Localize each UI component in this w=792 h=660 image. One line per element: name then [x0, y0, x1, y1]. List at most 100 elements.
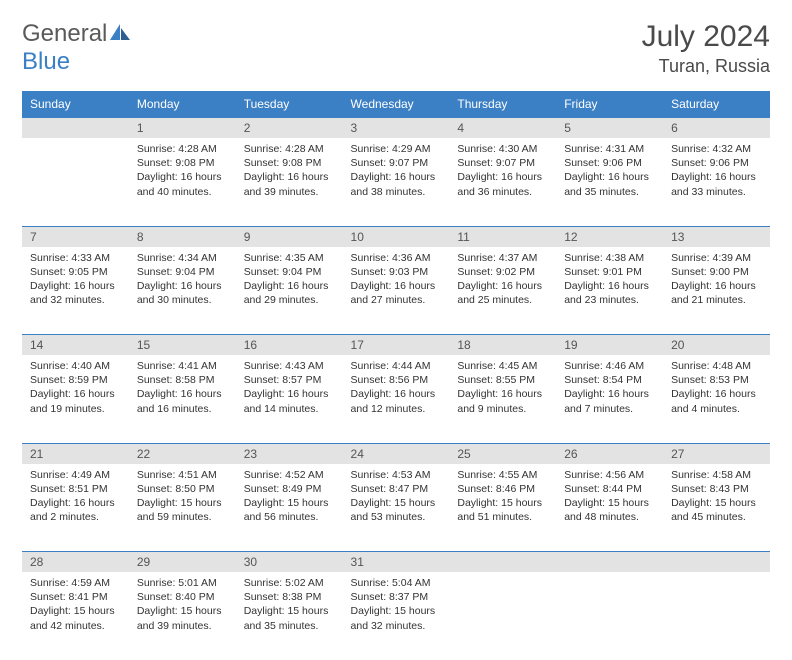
- day-number-cell: 31: [343, 552, 450, 573]
- sunset-text: Sunset: 8:49 PM: [244, 482, 335, 496]
- daylight-text: Daylight: 16 hours and 39 minutes.: [244, 170, 335, 198]
- sunset-text: Sunset: 8:38 PM: [244, 590, 335, 604]
- day-content-cell: [449, 572, 556, 660]
- day-number-cell: 24: [343, 443, 450, 464]
- sunrise-text: Sunrise: 4:32 AM: [671, 142, 762, 156]
- day-content-cell: Sunrise: 4:59 AMSunset: 8:41 PMDaylight:…: [22, 572, 129, 660]
- daylight-text: Daylight: 16 hours and 38 minutes.: [351, 170, 442, 198]
- sunset-text: Sunset: 8:56 PM: [351, 373, 442, 387]
- sunset-text: Sunset: 8:57 PM: [244, 373, 335, 387]
- day-number-cell: 6: [663, 118, 770, 139]
- daylight-text: Daylight: 16 hours and 32 minutes.: [30, 279, 121, 307]
- sunrise-text: Sunrise: 4:51 AM: [137, 468, 228, 482]
- day-content-cell: Sunrise: 4:37 AMSunset: 9:02 PMDaylight:…: [449, 247, 556, 335]
- sunset-text: Sunset: 8:43 PM: [671, 482, 762, 496]
- daylight-text: Daylight: 16 hours and 9 minutes.: [457, 387, 548, 415]
- sunrise-text: Sunrise: 4:44 AM: [351, 359, 442, 373]
- day-content-cell: Sunrise: 4:43 AMSunset: 8:57 PMDaylight:…: [236, 355, 343, 443]
- day-content-cell: [556, 572, 663, 660]
- sunset-text: Sunset: 8:53 PM: [671, 373, 762, 387]
- daylight-text: Daylight: 16 hours and 35 minutes.: [564, 170, 655, 198]
- sunrise-text: Sunrise: 4:46 AM: [564, 359, 655, 373]
- day-content-cell: Sunrise: 4:40 AMSunset: 8:59 PMDaylight:…: [22, 355, 129, 443]
- daylight-text: Daylight: 16 hours and 25 minutes.: [457, 279, 548, 307]
- day-number-cell: 16: [236, 335, 343, 356]
- sunset-text: Sunset: 8:50 PM: [137, 482, 228, 496]
- sunset-text: Sunset: 8:51 PM: [30, 482, 121, 496]
- day-content-cell: Sunrise: 4:35 AMSunset: 9:04 PMDaylight:…: [236, 247, 343, 335]
- day-number-row: 28293031: [22, 552, 770, 573]
- day-content-cell: Sunrise: 5:02 AMSunset: 8:38 PMDaylight:…: [236, 572, 343, 660]
- sunset-text: Sunset: 9:06 PM: [564, 156, 655, 170]
- daylight-text: Daylight: 15 hours and 53 minutes.: [351, 496, 442, 524]
- day-content-cell: Sunrise: 4:28 AMSunset: 9:08 PMDaylight:…: [129, 138, 236, 226]
- sunrise-text: Sunrise: 4:53 AM: [351, 468, 442, 482]
- sunrise-text: Sunrise: 4:49 AM: [30, 468, 121, 482]
- day-number-cell: 3: [343, 118, 450, 139]
- daylight-text: Daylight: 15 hours and 39 minutes.: [137, 604, 228, 632]
- sunset-text: Sunset: 9:03 PM: [351, 265, 442, 279]
- sunrise-text: Sunrise: 4:55 AM: [457, 468, 548, 482]
- sunrise-text: Sunrise: 4:43 AM: [244, 359, 335, 373]
- daylight-text: Daylight: 16 hours and 27 minutes.: [351, 279, 442, 307]
- day-content-row: Sunrise: 4:28 AMSunset: 9:08 PMDaylight:…: [22, 138, 770, 226]
- day-content-cell: Sunrise: 4:41 AMSunset: 8:58 PMDaylight:…: [129, 355, 236, 443]
- daylight-text: Daylight: 16 hours and 12 minutes.: [351, 387, 442, 415]
- sunrise-text: Sunrise: 4:52 AM: [244, 468, 335, 482]
- day-number-cell: 5: [556, 118, 663, 139]
- sunset-text: Sunset: 9:00 PM: [671, 265, 762, 279]
- day-content-cell: Sunrise: 4:38 AMSunset: 9:01 PMDaylight:…: [556, 247, 663, 335]
- day-content-cell: Sunrise: 4:58 AMSunset: 8:43 PMDaylight:…: [663, 464, 770, 552]
- day-content-cell: Sunrise: 5:04 AMSunset: 8:37 PMDaylight:…: [343, 572, 450, 660]
- sunrise-text: Sunrise: 4:28 AM: [244, 142, 335, 156]
- day-content-cell: Sunrise: 4:49 AMSunset: 8:51 PMDaylight:…: [22, 464, 129, 552]
- sunrise-text: Sunrise: 4:59 AM: [30, 576, 121, 590]
- day-content-cell: Sunrise: 4:56 AMSunset: 8:44 PMDaylight:…: [556, 464, 663, 552]
- day-number-cell: 19: [556, 335, 663, 356]
- daylight-text: Daylight: 15 hours and 56 minutes.: [244, 496, 335, 524]
- day-number-cell: 13: [663, 226, 770, 247]
- day-content-cell: Sunrise: 4:52 AMSunset: 8:49 PMDaylight:…: [236, 464, 343, 552]
- day-number-cell: 26: [556, 443, 663, 464]
- daylight-text: Daylight: 16 hours and 40 minutes.: [137, 170, 228, 198]
- daylight-text: Daylight: 16 hours and 23 minutes.: [564, 279, 655, 307]
- day-content-row: Sunrise: 4:49 AMSunset: 8:51 PMDaylight:…: [22, 464, 770, 552]
- day-number-row: 123456: [22, 118, 770, 139]
- day-number-cell: 22: [129, 443, 236, 464]
- weekday-header: Monday: [129, 91, 236, 118]
- sunrise-text: Sunrise: 4:36 AM: [351, 251, 442, 265]
- sunset-text: Sunset: 8:55 PM: [457, 373, 548, 387]
- day-number-cell: 21: [22, 443, 129, 464]
- day-content-cell: Sunrise: 4:32 AMSunset: 9:06 PMDaylight:…: [663, 138, 770, 226]
- day-number-cell: 30: [236, 552, 343, 573]
- sunrise-text: Sunrise: 4:31 AM: [564, 142, 655, 156]
- day-number-cell: 10: [343, 226, 450, 247]
- location: Turan, Russia: [642, 56, 770, 77]
- day-content-cell: Sunrise: 4:46 AMSunset: 8:54 PMDaylight:…: [556, 355, 663, 443]
- daylight-text: Daylight: 16 hours and 30 minutes.: [137, 279, 228, 307]
- sunrise-text: Sunrise: 4:58 AM: [671, 468, 762, 482]
- daylight-text: Daylight: 16 hours and 2 minutes.: [30, 496, 121, 524]
- sunset-text: Sunset: 9:07 PM: [351, 156, 442, 170]
- day-number-cell: 1: [129, 118, 236, 139]
- sunset-text: Sunset: 8:44 PM: [564, 482, 655, 496]
- daylight-text: Daylight: 16 hours and 7 minutes.: [564, 387, 655, 415]
- sunset-text: Sunset: 8:59 PM: [30, 373, 121, 387]
- day-number-cell: 23: [236, 443, 343, 464]
- day-content-cell: Sunrise: 4:33 AMSunset: 9:05 PMDaylight:…: [22, 247, 129, 335]
- sunrise-text: Sunrise: 4:37 AM: [457, 251, 548, 265]
- day-number-cell: 17: [343, 335, 450, 356]
- day-number-cell: 14: [22, 335, 129, 356]
- daylight-text: Daylight: 16 hours and 14 minutes.: [244, 387, 335, 415]
- sunrise-text: Sunrise: 5:04 AM: [351, 576, 442, 590]
- day-content-cell: Sunrise: 4:44 AMSunset: 8:56 PMDaylight:…: [343, 355, 450, 443]
- sunset-text: Sunset: 8:37 PM: [351, 590, 442, 604]
- day-number-cell: 4: [449, 118, 556, 139]
- day-number-row: 14151617181920: [22, 335, 770, 356]
- sunset-text: Sunset: 8:40 PM: [137, 590, 228, 604]
- day-number-cell: 20: [663, 335, 770, 356]
- title-block: July 2024 Turan, Russia: [642, 20, 770, 77]
- day-number-cell: [556, 552, 663, 573]
- sunset-text: Sunset: 8:58 PM: [137, 373, 228, 387]
- daylight-text: Daylight: 15 hours and 51 minutes.: [457, 496, 548, 524]
